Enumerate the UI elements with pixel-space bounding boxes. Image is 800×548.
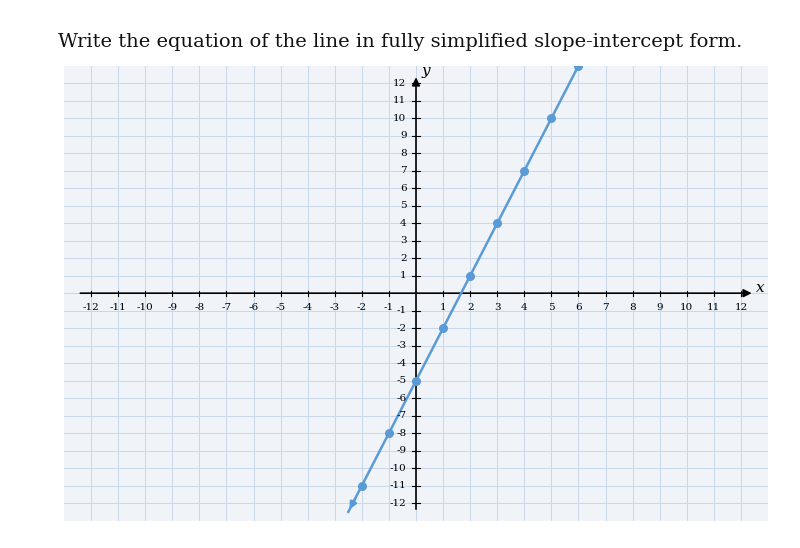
Point	[355, 481, 368, 490]
Text: 5: 5	[548, 303, 554, 312]
Text: 6: 6	[575, 303, 582, 312]
Text: -10: -10	[137, 303, 154, 312]
Text: 2: 2	[467, 303, 474, 312]
Text: 11: 11	[707, 303, 721, 312]
Text: -2: -2	[396, 324, 406, 333]
Text: 1: 1	[440, 303, 446, 312]
Text: -9: -9	[396, 446, 406, 455]
Text: 10: 10	[394, 114, 406, 123]
Point	[545, 114, 558, 123]
Text: 8: 8	[400, 149, 406, 158]
Text: -8: -8	[396, 429, 406, 438]
Text: -5: -5	[396, 376, 406, 385]
Text: -5: -5	[275, 303, 286, 312]
Text: -1: -1	[396, 306, 406, 315]
Text: -1: -1	[384, 303, 394, 312]
Text: 11: 11	[394, 96, 406, 105]
Text: 12: 12	[734, 303, 747, 312]
Text: -12: -12	[390, 499, 406, 507]
Text: -11: -11	[110, 303, 126, 312]
Text: 8: 8	[630, 303, 636, 312]
Text: 5: 5	[400, 201, 406, 210]
Text: -3: -3	[396, 341, 406, 350]
Text: 9: 9	[400, 131, 406, 140]
Text: -3: -3	[330, 303, 340, 312]
Text: Write the equation of the line in fully simplified slope-intercept form.: Write the equation of the line in fully …	[58, 33, 742, 51]
Text: -11: -11	[390, 481, 406, 490]
Text: -4: -4	[302, 303, 313, 312]
Text: 3: 3	[400, 236, 406, 245]
Point	[464, 271, 477, 280]
Text: y: y	[421, 64, 430, 78]
Point	[518, 167, 530, 175]
Point	[491, 219, 504, 227]
Text: x: x	[755, 281, 764, 295]
Point	[572, 61, 585, 70]
Text: -12: -12	[82, 303, 99, 312]
Text: -2: -2	[357, 303, 367, 312]
Text: 7: 7	[602, 303, 609, 312]
Text: 9: 9	[656, 303, 663, 312]
Point	[599, 9, 612, 18]
Text: -7: -7	[222, 303, 231, 312]
Text: -7: -7	[396, 411, 406, 420]
Text: 4: 4	[521, 303, 528, 312]
Point	[437, 324, 450, 333]
Point	[410, 376, 422, 385]
Text: -8: -8	[194, 303, 205, 312]
Text: 1: 1	[400, 271, 406, 280]
Text: 2: 2	[400, 254, 406, 262]
Point	[382, 429, 395, 437]
Text: 3: 3	[494, 303, 501, 312]
Text: -9: -9	[167, 303, 178, 312]
Text: -4: -4	[396, 358, 406, 368]
Text: -6: -6	[396, 393, 406, 403]
Text: -10: -10	[390, 464, 406, 472]
Text: 12: 12	[394, 79, 406, 88]
Text: 7: 7	[400, 166, 406, 175]
Text: -6: -6	[249, 303, 258, 312]
Text: 10: 10	[680, 303, 694, 312]
Text: 6: 6	[400, 184, 406, 193]
Text: 4: 4	[400, 219, 406, 228]
